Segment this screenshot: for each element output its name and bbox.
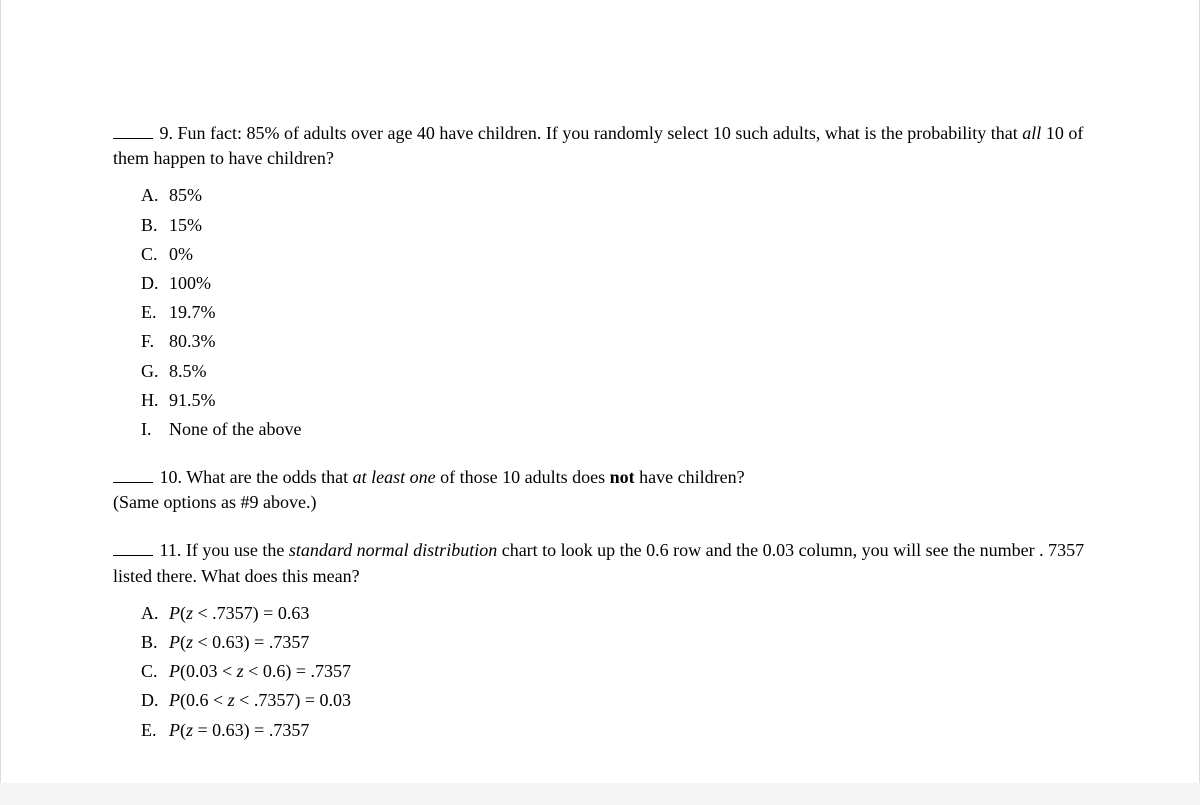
answer-blank[interactable] [113, 464, 153, 483]
option-text: 85% [169, 183, 1109, 208]
option-row[interactable]: E.P(z = 0.63) = .7357 [141, 718, 1109, 743]
option-expression: P(z < 0.63) = .7357 [169, 630, 1109, 655]
expr-function: P [169, 603, 180, 623]
option-text: None of the above [169, 417, 1109, 442]
question-text-part: What are the odds that [186, 467, 352, 487]
question-italic-phrase: at least one [353, 467, 436, 487]
question-11-options: A.P(z < .7357) = 0.63B.P(z < 0.63) = .73… [141, 601, 1109, 743]
option-letter: B. [141, 630, 169, 655]
option-text: 0% [169, 242, 1109, 267]
option-letter: D. [141, 688, 169, 713]
option-expression: P(z < .7357) = 0.63 [169, 601, 1109, 626]
expr-text: (0.6 < [180, 690, 228, 710]
question-10-note: (Same options as #9 above.) [113, 490, 1109, 515]
option-letter: E. [141, 718, 169, 743]
expr-function: P [169, 661, 180, 681]
option-row[interactable]: D.P(0.6 < z < .7357) = 0.03 [141, 688, 1109, 713]
option-text: 8.5% [169, 359, 1109, 384]
option-letter: F. [141, 329, 169, 354]
option-letter: A. [141, 183, 169, 208]
question-9: 9. Fun fact: 85% of adults over age 40 h… [113, 120, 1109, 442]
option-letter: G. [141, 359, 169, 384]
option-text: 91.5% [169, 388, 1109, 413]
question-number: 11. [160, 540, 182, 560]
question-11: 11. If you use the standard normal distr… [113, 537, 1109, 742]
option-row[interactable]: G.8.5% [141, 359, 1109, 384]
option-row[interactable]: A.85% [141, 183, 1109, 208]
option-row[interactable]: B.P(z < 0.63) = .7357 [141, 630, 1109, 655]
option-row[interactable]: C.0% [141, 242, 1109, 267]
expr-variable: z [186, 632, 193, 652]
question-text-part: If you use the [186, 540, 289, 560]
question-number: 10. [160, 467, 183, 487]
option-letter: E. [141, 300, 169, 325]
expr-text: = 0.63) = .7357 [193, 720, 309, 740]
option-letter: C. [141, 242, 169, 267]
question-bold-word: not [610, 467, 635, 487]
question-9-prompt: 9. Fun fact: 85% of adults over age 40 h… [113, 120, 1109, 171]
expr-text: < 0.63) = .7357 [193, 632, 309, 652]
question-text-part: of those 10 adults does [436, 467, 610, 487]
question-italic-phrase: standard normal distribution [289, 540, 497, 560]
expr-variable: z [186, 720, 193, 740]
option-row[interactable]: C.P(0.03 < z < 0.6) = .7357 [141, 659, 1109, 684]
option-text: 100% [169, 271, 1109, 296]
expr-function: P [169, 690, 180, 710]
option-letter: B. [141, 213, 169, 238]
option-text: 15% [169, 213, 1109, 238]
option-expression: P(z = 0.63) = .7357 [169, 718, 1109, 743]
answer-blank[interactable] [113, 537, 153, 556]
expr-function: P [169, 720, 180, 740]
option-letter: I. [141, 417, 169, 442]
expr-variable: z [228, 690, 235, 710]
option-row[interactable]: E.19.7% [141, 300, 1109, 325]
question-text-part: Fun fact: 85% of adults over age 40 have… [178, 123, 1023, 143]
option-letter: C. [141, 659, 169, 684]
expr-text: < 0.6) = .7357 [244, 661, 351, 681]
question-10: 10. What are the odds that at least one … [113, 464, 1109, 515]
option-row[interactable]: B.15% [141, 213, 1109, 238]
expr-variable: z [237, 661, 244, 681]
expr-text: < .7357) = 0.03 [235, 690, 351, 710]
option-text: 80.3% [169, 329, 1109, 354]
option-letter: H. [141, 388, 169, 413]
expr-text: (0.03 < [180, 661, 237, 681]
question-11-prompt: 11. If you use the standard normal distr… [113, 537, 1109, 588]
content-area: 9. Fun fact: 85% of adults over age 40 h… [1, 0, 1199, 805]
option-letter: A. [141, 601, 169, 626]
expr-text: < .7357) = 0.63 [193, 603, 309, 623]
question-number: 9. [160, 123, 174, 143]
question-9-options: A.85%B.15%C.0%D.100%E.19.7%F.80.3%G.8.5%… [141, 183, 1109, 442]
option-letter: D. [141, 271, 169, 296]
option-expression: P(0.6 < z < .7357) = 0.03 [169, 688, 1109, 713]
option-expression: P(0.03 < z < 0.6) = .7357 [169, 659, 1109, 684]
question-italic-word: all [1022, 123, 1041, 143]
option-row[interactable]: F.80.3% [141, 329, 1109, 354]
document-page: 9. Fun fact: 85% of adults over age 40 h… [0, 0, 1200, 783]
expr-variable: z [186, 603, 193, 623]
option-row[interactable]: D.100% [141, 271, 1109, 296]
expr-function: P [169, 632, 180, 652]
answer-blank[interactable] [113, 120, 153, 139]
question-10-prompt: 10. What are the odds that at least one … [113, 464, 1109, 490]
option-text: 19.7% [169, 300, 1109, 325]
option-row[interactable]: H.91.5% [141, 388, 1109, 413]
question-text-part: have children? [635, 467, 745, 487]
option-row[interactable]: I.None of the above [141, 417, 1109, 442]
option-row[interactable]: A.P(z < .7357) = 0.63 [141, 601, 1109, 626]
